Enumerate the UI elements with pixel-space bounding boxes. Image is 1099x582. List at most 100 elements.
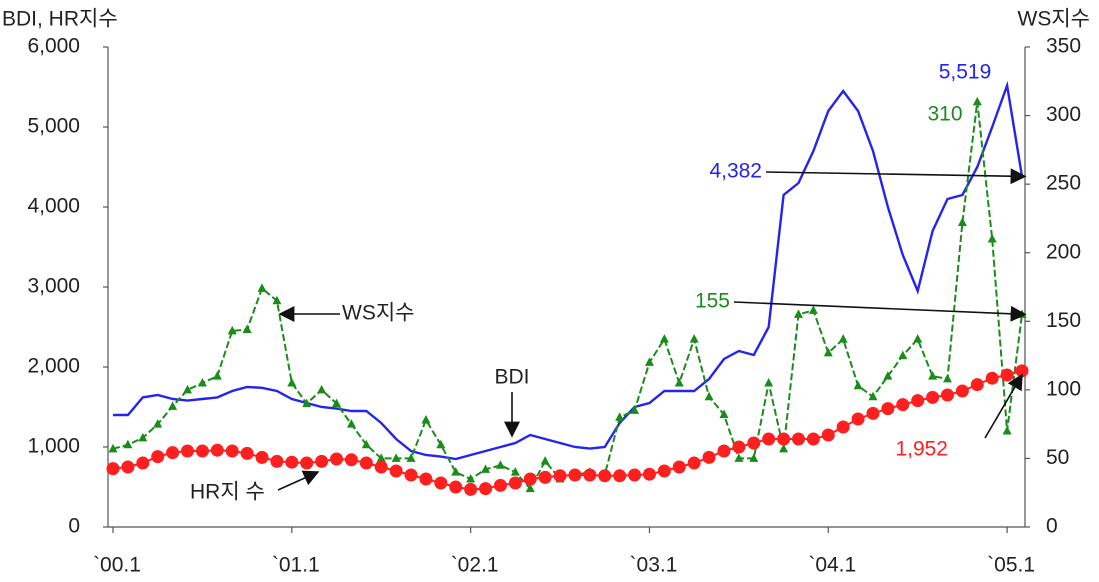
- y-tick-label: 2,000: [27, 355, 80, 378]
- point: [704, 391, 714, 401]
- series-label: WS지수: [342, 302, 414, 325]
- y-tick-label: 1,000: [27, 435, 80, 458]
- point: [793, 309, 803, 318]
- y2-tick-label: 0: [1046, 515, 1058, 538]
- x-tick-label: `01.1: [272, 554, 320, 577]
- point: [419, 472, 433, 486]
- point: [421, 415, 431, 424]
- x-tick-label: `05.1: [987, 554, 1035, 577]
- y2-tick-label: 100: [1046, 377, 1081, 400]
- point: [183, 384, 193, 394]
- point: [525, 483, 535, 493]
- point: [332, 398, 342, 408]
- y2-tick-label: 250: [1046, 172, 1081, 195]
- y-axis-label: BDI, HR지수: [2, 8, 118, 31]
- point: [300, 456, 314, 470]
- point: [823, 347, 833, 357]
- point: [540, 456, 550, 465]
- series-line: [113, 80, 1024, 461]
- x-tick-label: `03.1: [630, 554, 678, 577]
- point: [255, 450, 269, 464]
- y2-tick-label: 200: [1046, 240, 1081, 263]
- annotation: 4,382: [709, 160, 762, 183]
- point: [317, 384, 327, 394]
- point: [732, 440, 746, 454]
- point: [479, 482, 493, 496]
- point: [197, 378, 207, 387]
- point: [510, 467, 520, 476]
- point: [940, 388, 954, 402]
- x-tick-label: `04.1: [808, 554, 856, 577]
- point: [212, 371, 222, 380]
- point: [272, 295, 282, 305]
- point: [970, 378, 984, 392]
- point: [657, 464, 671, 478]
- point: [523, 472, 537, 486]
- series-line: [112, 101, 1023, 491]
- point: [302, 398, 312, 408]
- point: [972, 96, 982, 106]
- point: [674, 378, 684, 387]
- point: [896, 398, 910, 412]
- point: [538, 470, 552, 484]
- point: [702, 450, 716, 464]
- point: [613, 469, 627, 483]
- point: [449, 480, 463, 494]
- point: [123, 439, 133, 449]
- point: [821, 428, 835, 442]
- point: [868, 391, 878, 401]
- point: [481, 464, 491, 473]
- series-line: [112, 369, 1023, 491]
- x-tick-label: `00.1: [93, 554, 141, 577]
- point: [928, 371, 938, 380]
- y-tick-label: 4,000: [27, 195, 80, 218]
- point: [764, 378, 774, 387]
- point: [376, 453, 386, 462]
- point: [672, 460, 686, 474]
- y2-tick-label: 350: [1046, 35, 1081, 58]
- point: [689, 334, 699, 343]
- y2-tick-label: 150: [1046, 309, 1081, 332]
- point: [866, 406, 880, 420]
- point: [168, 401, 178, 410]
- point: [389, 464, 403, 478]
- point: [195, 444, 209, 458]
- point: [359, 456, 373, 470]
- arrow: [984, 373, 1023, 439]
- point: [749, 453, 759, 462]
- point: [391, 453, 401, 462]
- point: [777, 432, 791, 446]
- point: [108, 443, 118, 453]
- point: [851, 412, 865, 426]
- series-label: BDI: [494, 366, 529, 389]
- point: [957, 217, 967, 227]
- point: [257, 283, 267, 292]
- point: [838, 334, 848, 343]
- point: [374, 460, 388, 474]
- point: [151, 450, 165, 464]
- y2-axis-label: WS지수: [1018, 8, 1090, 31]
- point: [406, 453, 416, 462]
- point: [495, 460, 505, 469]
- point: [153, 419, 163, 428]
- point: [404, 468, 418, 482]
- point: [493, 478, 507, 492]
- point: [644, 357, 654, 366]
- point: [181, 444, 195, 458]
- point: [598, 469, 612, 483]
- point: [779, 443, 789, 453]
- point: [717, 444, 731, 458]
- point: [344, 453, 358, 467]
- arrow: [765, 168, 1027, 185]
- point: [451, 467, 461, 476]
- point: [330, 452, 344, 466]
- point: [630, 405, 640, 414]
- arrow: [733, 301, 1027, 322]
- point: [734, 453, 744, 462]
- point: [553, 469, 567, 483]
- point: [568, 468, 582, 482]
- y2-tick-label: 50: [1046, 446, 1069, 469]
- point: [346, 419, 356, 428]
- y-tick-label: 6,000: [27, 35, 80, 58]
